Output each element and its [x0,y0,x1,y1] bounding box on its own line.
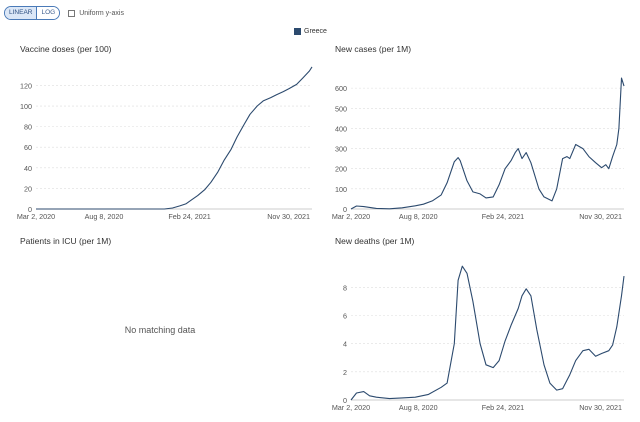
chart-4-x-tick-label: Nov 30, 2021 [579,403,622,412]
chart-4-series-line [350,265,625,401]
chart-1-y-tick-label: 40 [24,164,32,173]
chart-2-y-tick-label: 200 [335,165,347,174]
chart-2-y-tick-label: 0 [343,205,347,214]
chart-1-y-tick-label: 100 [20,102,32,111]
scale-toggle: LINEAR LOG [4,6,61,20]
chart-1-y-tick-label: 80 [24,123,32,132]
chart-2-title: New cases (per 1M) [335,44,411,54]
chart-1-y-tick-label: 20 [24,184,32,193]
uniform-y-axis-label: Uniform y-axis [79,9,124,17]
chart-2-series-line [350,77,625,210]
chart-1-y-tick-label: 0 [28,205,32,214]
chart-2-y-tick-label: 100 [335,185,347,194]
chart-4-x-tick-label: Mar 2, 2020 [332,403,370,412]
chart-2-y-tick-label: 500 [335,104,347,113]
chart-4-y-tick-label: 2 [343,368,347,377]
chart-2-x-tick-label: Aug 8, 2020 [399,212,438,221]
chart-1-y-tick-label: 60 [24,143,32,152]
chart-1-x-tick-label: Feb 24, 2021 [168,212,210,221]
log-button[interactable]: LOG [36,7,60,19]
chart-1-y-tick-label: 120 [20,81,32,90]
chart-2-x-tick-label: Feb 24, 2021 [482,212,524,221]
chart-2-y-tick-label: 300 [335,145,347,154]
chart-1-x-tick-label: Nov 30, 2021 [267,212,310,221]
chart-1-x-tick-label: Mar 2, 2020 [17,212,55,221]
chart-1-title: Vaccine doses (per 100) [20,44,112,54]
chart-4-y-tick-label: 6 [343,312,347,321]
legend: Greece [294,28,327,35]
chart-1-series-line [36,66,313,210]
uniform-y-axis-toggle[interactable]: Uniform y-axis [68,9,124,17]
chart-2-x-tick-label: Mar 2, 2020 [332,212,370,221]
chart-1-x-tick-label: Aug 8, 2020 [85,212,124,221]
legend-label: Greece [304,28,327,35]
chart-2-y-tick-label: 600 [335,84,347,93]
chart-4-y-tick-label: 0 [343,396,347,405]
chart-4-x-tick-label: Aug 8, 2020 [399,403,438,412]
chart-4-y-tick-label: 8 [343,283,347,292]
chart-4-x-tick-label: Feb 24, 2021 [482,403,524,412]
linear-button[interactable]: LINEAR [5,7,37,19]
chart-3-title: Patients in ICU (per 1M) [20,236,111,246]
uniform-y-axis-checkbox[interactable] [68,9,76,17]
chart-4-y-tick-label: 4 [343,340,347,349]
chart-2-y-tick-label: 400 [335,124,347,133]
legend-swatch [294,28,301,35]
toolbar: LINEAR LOG Uniform y-axis [4,6,124,20]
no-data-message: No matching data [124,325,196,335]
chart-4-title: New deaths (per 1M) [335,236,415,246]
chart-2-x-tick-label: Nov 30, 2021 [579,212,622,221]
